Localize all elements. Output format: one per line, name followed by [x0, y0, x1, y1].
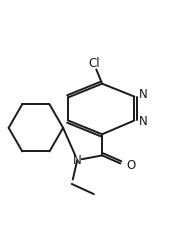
Text: Cl: Cl	[88, 57, 100, 70]
Text: N: N	[139, 115, 148, 129]
Text: N: N	[73, 153, 82, 167]
Text: O: O	[127, 159, 136, 172]
Text: N: N	[139, 88, 148, 101]
